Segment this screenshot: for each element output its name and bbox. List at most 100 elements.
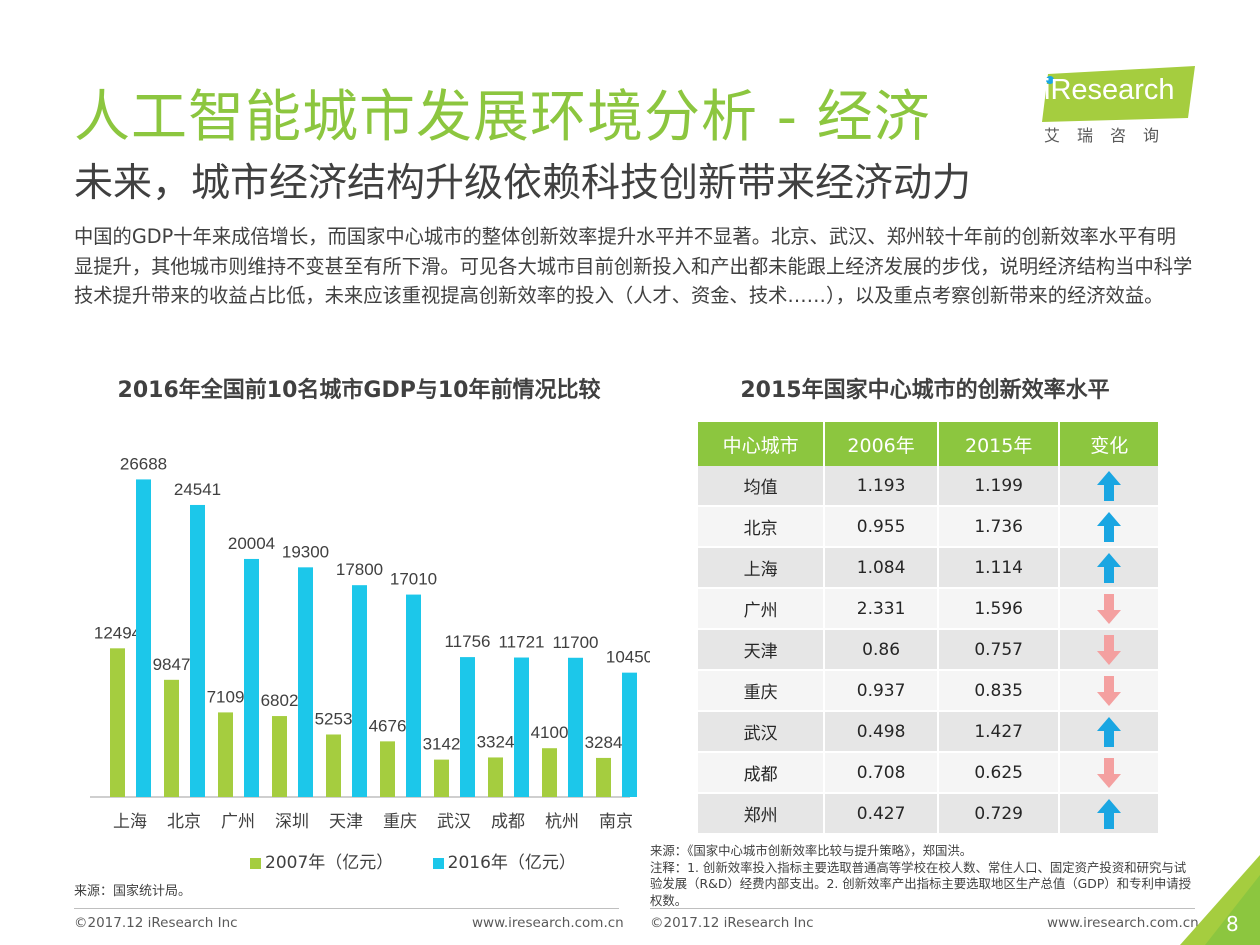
arrow-down-icon: [1097, 634, 1122, 665]
legend-label-2016: 2016年（亿元）: [447, 853, 576, 873]
x-tick-label: 南京: [599, 812, 633, 832]
bar-2007: [326, 734, 341, 797]
cell-2006: 0.86: [825, 630, 939, 671]
cell-change: [1060, 794, 1158, 835]
table-row: 上海 1.084 1.114: [698, 548, 1158, 589]
cell-city: 上海: [698, 548, 826, 589]
bar-2016: [244, 558, 259, 797]
cell-change: [1060, 753, 1158, 794]
x-tick-label: 杭州: [545, 812, 579, 832]
bar-2007: [380, 741, 395, 797]
footer-url-right[interactable]: www.iresearch.com.cn: [1047, 915, 1199, 931]
cell-2006: 0.937: [825, 671, 939, 712]
table-row: 天津 0.86 0.757: [698, 630, 1158, 671]
bar-label-2016: 11721: [498, 633, 544, 652]
bar-label-2016: 10450: [606, 648, 650, 667]
cell-2006: 2.331: [825, 589, 939, 630]
bar-label-2007: 6802: [261, 691, 299, 710]
logo-subtitle: 艾瑞咨询: [1044, 126, 1177, 145]
chart-title: 2016年全国前10名城市GDP与10年前情况比较: [117, 378, 601, 403]
bar-label-2007: 4100: [531, 723, 569, 742]
page-title: 人工智能城市发展环境分析 - 经济: [74, 85, 931, 150]
cell-2015: 1.199: [938, 466, 1061, 507]
bar-label-2016: 20004: [228, 534, 275, 553]
x-tick-label: 天津: [329, 812, 363, 832]
arrow-up-icon: [1097, 552, 1122, 583]
bar-label-2007: 5253: [315, 709, 353, 728]
cell-2015: 1.114: [938, 548, 1061, 589]
logo-wordmark: iResearch: [1044, 74, 1175, 106]
x-tick-label: 深圳: [275, 812, 309, 832]
x-tick-label: 武汉: [437, 812, 471, 832]
cell-2015: 1.427: [938, 712, 1061, 753]
gdp-bar-chart: 12494 26688 上海 9847 24541 北京 7109 20004 广州 6802 19…: [90, 454, 650, 832]
cell-city: 武汉: [698, 712, 826, 753]
table-row: 均值 1.193 1.199: [698, 466, 1158, 507]
bar-label-2016: 11756: [444, 632, 490, 651]
arrow-up-icon: [1097, 798, 1122, 829]
table-header-row: 中心城市 2006年 2015年 变化: [698, 422, 1158, 466]
cell-change: [1060, 712, 1158, 753]
header-change: 变化: [1060, 422, 1158, 466]
bar-2007: [218, 712, 233, 797]
table-source-line: 来源：《国家中心城市创新效率比较与提升策略》，郑国洪。: [650, 843, 973, 858]
legend-swatch-2007: [250, 857, 261, 869]
bar-2007: [272, 716, 287, 797]
cell-2015: 1.596: [938, 589, 1061, 630]
bar-2016: [514, 657, 529, 797]
cell-city: 北京: [698, 507, 826, 548]
x-tick-label: 上海: [113, 812, 147, 832]
bar-2007: [164, 679, 179, 797]
bar-label-2016: 26688: [120, 454, 167, 473]
bar-2007: [596, 757, 611, 797]
intro-paragraph: 中国的GDP十年来成倍增长，而国家中心城市的整体创新效率提升水平并不显著。北京、…: [74, 225, 1193, 307]
arrow-down-icon: [1097, 675, 1122, 706]
bar-label-2007: 3142: [423, 735, 461, 754]
page-subtitle: 未来，城市经济结构升级依赖科技创新带来经济动力: [74, 161, 972, 206]
table-row: 武汉 0.498 1.427: [698, 712, 1158, 753]
cell-2006: 0.708: [825, 753, 939, 794]
bar-label-2016: 11700: [552, 633, 598, 652]
legend-item-2007: 2007年（亿元）: [250, 848, 393, 873]
footer-url-left[interactable]: www.iresearch.com.cn: [472, 915, 624, 931]
legend-label-2007: 2007年（亿元）: [265, 853, 394, 873]
cell-city: 天津: [698, 630, 826, 671]
cell-change: [1060, 630, 1158, 671]
bar-2016: [406, 594, 421, 797]
cell-change: [1060, 507, 1158, 548]
bar-2016: [298, 567, 313, 797]
cell-2015: 1.736: [938, 507, 1061, 548]
bar-label-2007: 3284: [585, 733, 623, 752]
bar-2016: [568, 657, 583, 797]
footer-copyright-left: ©2017.12 iResearch Inc: [74, 915, 238, 931]
cell-change: [1060, 548, 1158, 589]
cell-change: [1060, 466, 1158, 507]
bar-2007: [488, 757, 503, 797]
bar-label-2007: 7109: [207, 687, 245, 706]
bar-2016: [190, 504, 205, 797]
table-row: 北京 0.955 1.736: [698, 507, 1158, 548]
bar-2007: [110, 648, 125, 797]
cell-2015: 0.757: [938, 630, 1061, 671]
bar-2007: [542, 748, 557, 797]
bar-label-2007: 9847: [153, 655, 191, 674]
bar-2016: [136, 479, 151, 797]
cell-2015: 0.729: [938, 794, 1061, 835]
cell-2006: 0.955: [825, 507, 939, 548]
arrow-up-icon: [1097, 470, 1122, 501]
cell-city: 重庆: [698, 671, 826, 712]
x-tick-label: 成都: [491, 812, 525, 832]
table-row: 成都 0.708 0.625: [698, 753, 1158, 794]
cell-2006: 1.193: [825, 466, 939, 507]
header-city: 中心城市: [698, 422, 826, 466]
x-tick-label: 北京: [167, 812, 201, 832]
footer-divider-left: [74, 908, 619, 909]
arrow-up-icon: [1097, 511, 1122, 542]
table-row: 重庆 0.937 0.835: [698, 671, 1158, 712]
bar-label-2016: 24541: [174, 480, 221, 499]
cell-2015: 0.625: [938, 753, 1061, 794]
chart-legend: 2007年（亿元） 2016年（亿元）: [250, 848, 610, 873]
bar-label-2016: 19300: [282, 542, 329, 561]
bar-label-2007: 12494: [94, 623, 141, 642]
cell-2006: 0.427: [825, 794, 939, 835]
